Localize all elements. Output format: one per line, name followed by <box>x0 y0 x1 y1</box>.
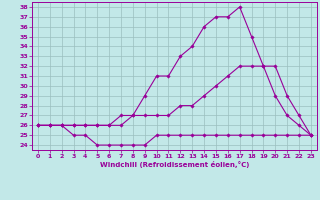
X-axis label: Windchill (Refroidissement éolien,°C): Windchill (Refroidissement éolien,°C) <box>100 161 249 168</box>
